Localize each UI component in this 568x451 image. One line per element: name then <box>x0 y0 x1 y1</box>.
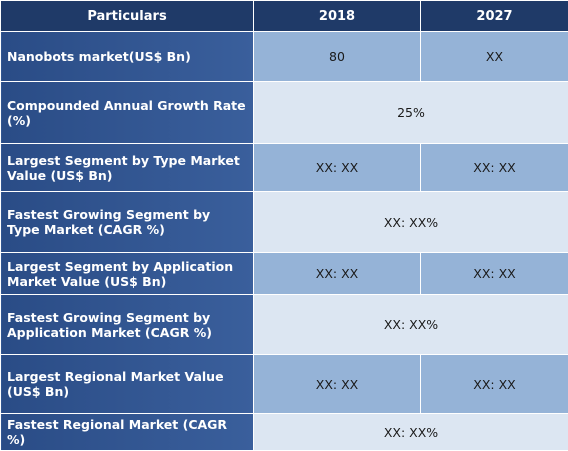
cell-2027: XX: XX <box>421 144 568 192</box>
header-row: Particulars 2018 2027 <box>1 1 568 32</box>
cell-value: XX: XX% <box>254 295 568 355</box>
table-row-fastest-application: Fastest Growing Segment by Application M… <box>1 295 568 355</box>
table-row-cagr: Compounded Annual Growth Rate (%) 25% <box>1 82 568 144</box>
cell-2018: XX: XX <box>254 144 421 192</box>
table-row-fastest-regional: Fastest Regional Market (CAGR %) XX: XX% <box>1 414 568 451</box>
row-label: Fastest Regional Market (CAGR %) <box>1 414 254 451</box>
table-row-largest-application: Largest Segment by Application Market Va… <box>1 253 568 295</box>
header-2018: 2018 <box>254 1 421 32</box>
cell-2018: XX: XX <box>254 253 421 295</box>
table-row-largest-type: Largest Segment by Type Market Value (US… <box>1 144 568 192</box>
cell-2027: XX: XX <box>421 355 568 414</box>
cell-2027: XX <box>421 32 568 82</box>
table-row-largest-regional: Largest Regional Market Value (US$ Bn) X… <box>1 355 568 414</box>
table-row-nanobots-market: Nanobots market(US$ Bn) 80 XX <box>1 32 568 82</box>
cell-2018: XX: XX <box>254 355 421 414</box>
header-particulars: Particulars <box>1 1 254 32</box>
cell-2027: XX: XX <box>421 253 568 295</box>
row-label: Largest Segment by Type Market Value (US… <box>1 144 254 192</box>
row-label: Largest Regional Market Value (US$ Bn) <box>1 355 254 414</box>
cell-value: 25% <box>254 82 568 144</box>
cell-2018: 80 <box>254 32 421 82</box>
row-label: Fastest Growing Segment by Application M… <box>1 295 254 355</box>
row-label: Fastest Growing Segment by Type Market (… <box>1 192 254 253</box>
row-label: Compounded Annual Growth Rate (%) <box>1 82 254 144</box>
row-label: Nanobots market(US$ Bn) <box>1 32 254 82</box>
row-label: Largest Segment by Application Market Va… <box>1 253 254 295</box>
cell-value: XX: XX% <box>254 414 568 451</box>
header-2027: 2027 <box>421 1 568 32</box>
table-row-fastest-type: Fastest Growing Segment by Type Market (… <box>1 192 568 253</box>
cell-value: XX: XX% <box>254 192 568 253</box>
